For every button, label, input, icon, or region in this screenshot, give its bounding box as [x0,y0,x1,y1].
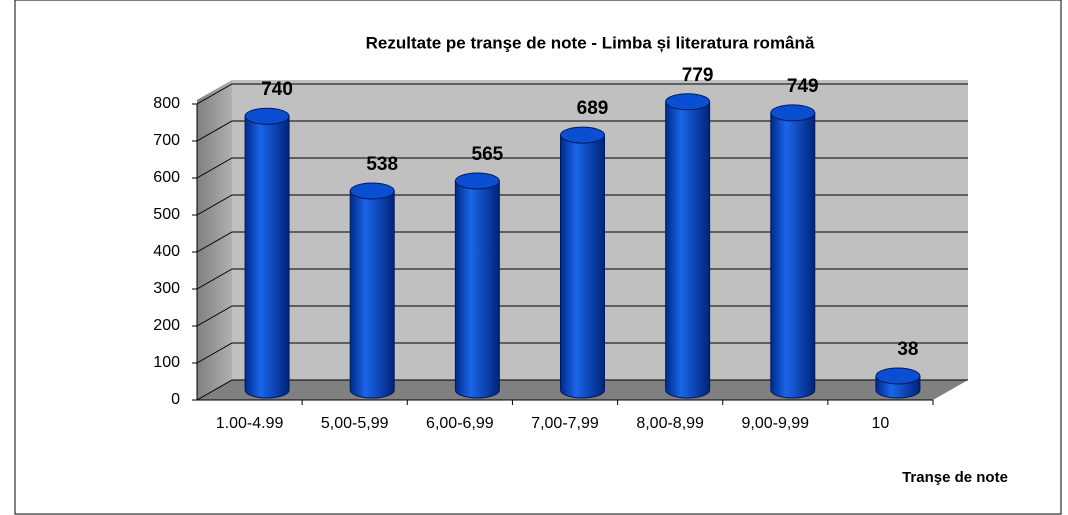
chart-title: Rezultate pe tranşe de note - Limba și l… [366,33,815,52]
x-tick-label: 6,00-6,99 [426,415,494,432]
bar [560,126,605,399]
data-label: 565 [472,144,504,165]
bar-top [454,172,500,190]
bar-top [244,107,290,125]
bar [770,104,816,399]
x-tick-label: 9,00-9,99 [741,415,809,432]
bar-body [770,112,816,399]
data-label: 538 [366,154,398,175]
grid-line [196,268,968,290]
bar-top [349,182,395,200]
grid-line [196,194,968,216]
bar-body [560,134,605,399]
data-label: 689 [577,98,609,119]
bar-top [875,367,921,385]
y-tick-label: 100 [153,354,180,371]
y-tick-label: 300 [153,280,180,297]
x-tick-label: 8,00-8,99 [636,415,704,432]
grid-line [196,83,968,105]
bar-top [560,126,605,144]
grid-line [196,305,968,327]
bar [454,172,500,399]
bar-body [454,180,500,399]
bar [244,107,290,399]
y-tick-label: 600 [153,169,180,186]
x-axis-title: Tranşe de note [902,469,1008,486]
y-tick-label: 200 [153,317,180,334]
y-tick-label: 400 [153,243,180,260]
bar-body [349,190,395,399]
side-wall [197,80,232,400]
data-label: 749 [787,76,819,97]
x-tick-label: 1.00-4.99 [216,415,284,432]
y-tick-label: 0 [171,391,180,408]
y-tick-label: 500 [153,206,180,223]
data-label: 38 [897,339,918,360]
bar [875,367,921,399]
bar-body [665,101,711,399]
data-label: 779 [682,65,714,86]
x-tick-label: 5,00-5,99 [321,415,389,432]
y-tick-label: 700 [153,132,180,149]
grid-line [196,157,968,179]
grid-line [196,379,968,401]
data-label: 740 [261,79,293,100]
grid-line [196,120,968,142]
bar-top [770,104,816,122]
bar-top [665,93,711,111]
bar [665,93,711,399]
grid-line [196,231,968,253]
grid-line [196,342,968,364]
x-tick-label: 10 [872,415,890,432]
bar [349,182,395,399]
x-tick-label: 7,00-7,99 [531,415,599,432]
bar-body [244,115,290,399]
y-tick-label: 800 [153,95,180,112]
